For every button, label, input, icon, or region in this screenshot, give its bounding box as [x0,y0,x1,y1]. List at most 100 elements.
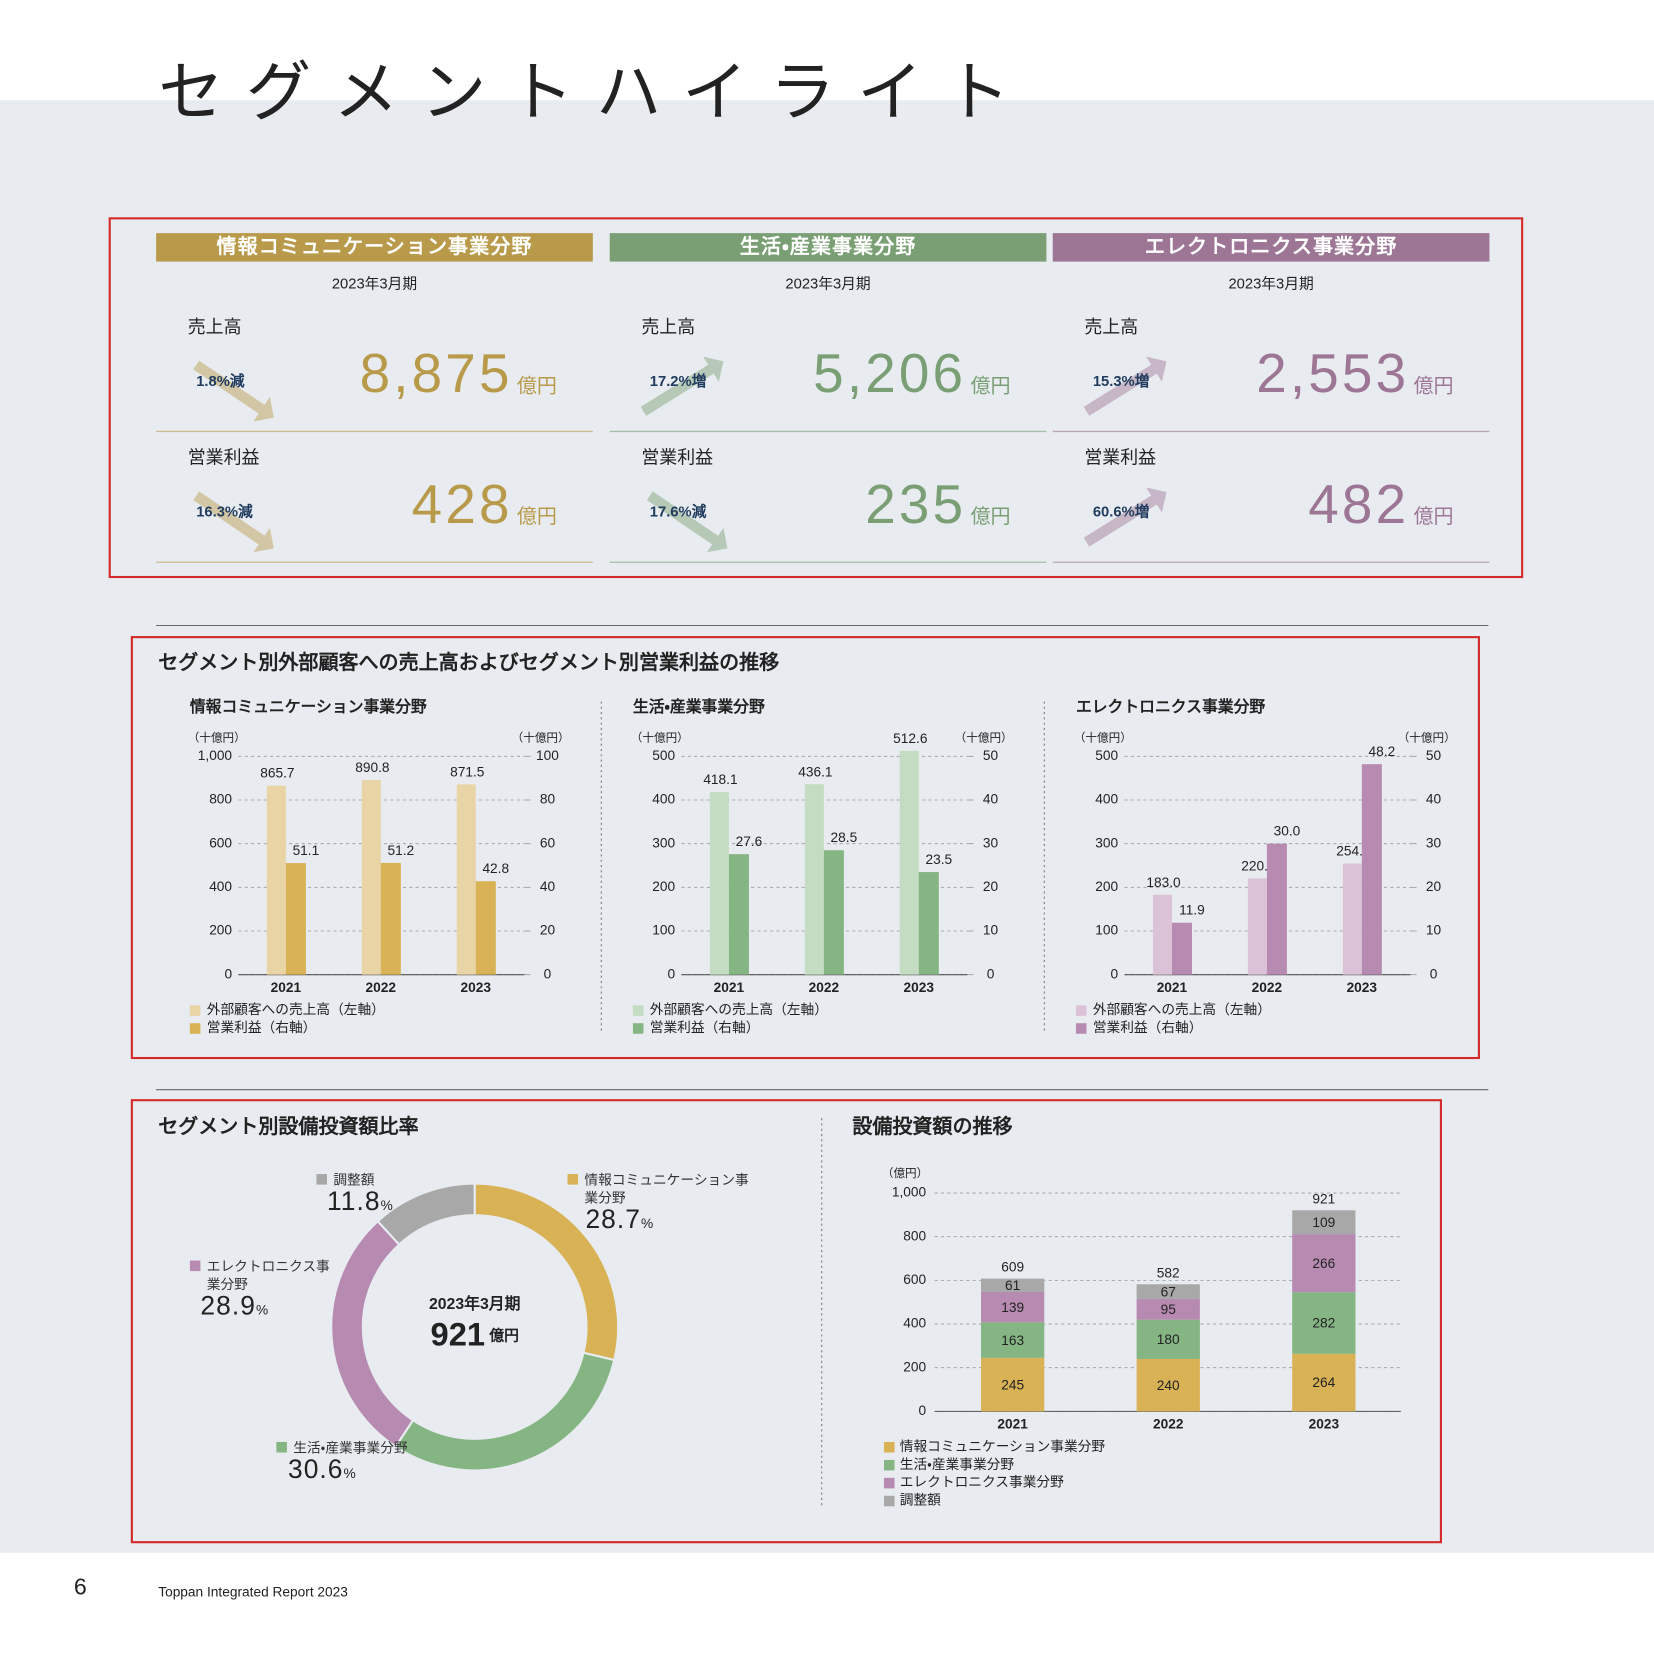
donut-label: 情報コミュニケーション事業分野 28.7% [567,1171,754,1233]
y-tick-label: 1,000 [198,748,233,763]
y-tick-label: 0 [667,966,675,981]
data-label: 27.6 [736,834,763,849]
bar-segment [981,1291,1045,1323]
data-label: 264 [1312,1375,1335,1390]
y2-tick-label: 0 [987,966,995,981]
legend-label: エレクトロニクス事業分野 [900,1475,1064,1490]
legend-swatch [276,1441,287,1453]
metric-unit: 億円 [970,374,1010,397]
data-label: 11.9 [1179,903,1205,918]
period: 2023年3月期 [785,276,870,293]
background-band [0,100,1654,1553]
metric-unit: 億円 [517,505,557,528]
y-tick-label: 800 [903,1228,926,1243]
bar-segment [1136,1358,1200,1412]
legend-swatch [189,1023,201,1034]
y2-tick-label: 0 [544,966,552,981]
data-label: 183.0 [1146,875,1181,890]
metric-unit: 億円 [1413,374,1453,397]
trend-arrow [646,491,719,545]
y2-tick-label: 20 [983,879,999,894]
segment-name: エレクトロニクス事業分野 [1145,234,1397,258]
category-name: エレクトロニクス事業分野 [206,1258,330,1293]
legend-swatch [632,1005,644,1016]
data-label: 30.0 [1274,824,1301,839]
x-tick-label: 2023 [904,980,935,995]
donut-label: 調整額 11.8% [316,1171,393,1215]
bar-segment [981,1322,1045,1358]
metric-value: 8,875 [360,342,513,404]
legend-swatch [883,1441,895,1453]
y2-tick-label: 50 [1426,748,1442,763]
trend-arrow-head [703,356,724,382]
x-tick-label: 2021 [1157,980,1188,995]
y-tick-label: 200 [903,1359,926,1374]
legend-swatch [189,1005,201,1016]
x-tick-label: 2021 [271,980,302,995]
bar-segment [981,1278,1045,1292]
legend-label: 外部顧客への売上高（左軸） [1093,1001,1271,1017]
share-unit: % [255,1301,270,1318]
metric-value: 482 [1308,473,1409,535]
legend-swatch [883,1495,895,1507]
data-label: 109 [1312,1215,1335,1230]
highlight-box [130,1099,1442,1544]
data-label: 48.2 [1369,744,1396,759]
legend-label: 営業利益（右軸） [1093,1020,1203,1035]
bar [380,862,401,975]
bar-segment [1292,1292,1356,1354]
data-label: 890.8 [355,760,390,775]
data-label: 61 [1005,1278,1020,1293]
period: 2023年3月期 [1228,276,1313,293]
bar [361,780,381,975]
y-tick-label: 0 [1111,966,1119,981]
share-unit: % [641,1215,655,1232]
metric-label: 売上高 [188,317,242,337]
y2-tick-label: 30 [1426,835,1442,850]
chart-title: セグメント別設備投資額比率 [158,1114,418,1138]
y-tick-label: 200 [652,879,675,894]
segment-name: 生活・産業事業分野 [740,234,917,258]
legend-swatch [632,1023,644,1034]
bar-segment [1136,1284,1200,1299]
change-rate: 16.3%減 [196,504,253,521]
total-label: 582 [1157,1265,1180,1280]
y2-tick-label: 10 [983,923,999,938]
segment-header [609,233,1047,262]
trend-arrow-head [1146,487,1167,513]
y-axis-unit: （十億円） [631,730,689,744]
data-label: 42.8 [482,861,509,876]
y2-tick-label: 40 [1426,792,1442,807]
metric-value: 428 [412,473,513,535]
trend-arrow-head [706,527,728,553]
legend-swatch [189,1260,201,1272]
y2-tick-label: 100 [536,748,559,763]
legend-swatch [316,1174,328,1185]
data-label: 865.7 [260,766,294,781]
data-label: 512.6 [893,731,928,746]
bar-segment [981,1357,1045,1412]
data-label: 418.1 [703,772,737,787]
legend-label: 営業利益（右軸） [207,1020,317,1035]
center-period: 2023年3月期 [429,1294,520,1313]
legend-label: 調整額 [900,1493,941,1508]
data-label: 95 [1161,1302,1177,1317]
data-label: 67 [1161,1284,1176,1299]
y-axis-unit: （十億円） [1074,730,1132,744]
bar [475,881,496,975]
legend-label: 生活・産業事業分野 [900,1457,1015,1472]
data-label: 266 [1312,1256,1335,1271]
segment-header [1052,233,1490,262]
y-tick-label: 400 [209,879,232,894]
metric-unit: 億円 [970,505,1010,528]
y2-axis-unit: （十億円） [955,730,1013,744]
metric-value: 5,206 [813,342,966,404]
legend-label: 営業利益（右軸） [650,1020,760,1035]
segment-header [156,233,593,262]
trend-arrow [193,491,265,545]
data-label: 180 [1157,1332,1180,1347]
y-tick-label: 600 [903,1272,926,1287]
x-tick-label: 2021 [997,1417,1028,1432]
chart-title: エレクトロニクス事業分野 [1076,697,1265,716]
